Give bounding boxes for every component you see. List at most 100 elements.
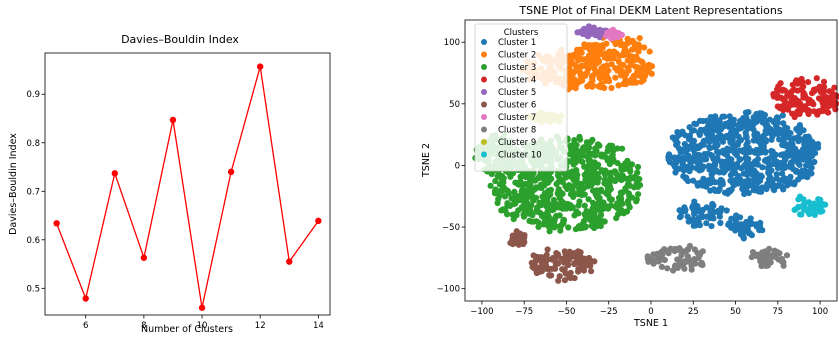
scatter-point <box>783 141 790 148</box>
cluster-6-points <box>507 228 598 284</box>
scatter-point <box>677 213 684 220</box>
scatter-point <box>592 68 599 75</box>
scatter-point <box>792 152 799 159</box>
scatter-point <box>610 158 617 165</box>
scatter-point <box>535 175 542 182</box>
scatter-point <box>619 41 626 48</box>
scatter-point <box>768 161 775 168</box>
scatter-point <box>513 210 520 217</box>
scatter-point <box>737 117 744 125</box>
scatter-point <box>603 75 611 82</box>
y-tick-label: 0.5 <box>26 284 40 294</box>
scatter-point <box>759 227 766 234</box>
scatter-point <box>761 111 768 119</box>
x-tick-label: 0 <box>648 307 653 317</box>
scatter-point <box>696 251 703 258</box>
x-axis-label: TSNE 1 <box>633 318 668 329</box>
scatter-point <box>689 205 696 212</box>
scatter-point <box>529 264 536 271</box>
scatter-point <box>691 246 698 253</box>
scatter-point <box>499 206 507 213</box>
series-line <box>55 66 319 308</box>
scatter-point <box>542 196 549 203</box>
scatter-point <box>759 164 766 171</box>
scatter-point <box>585 32 592 39</box>
data-point <box>286 258 293 265</box>
legend-marker <box>481 114 487 120</box>
scatter-point <box>681 265 688 272</box>
scatter-point <box>615 58 622 65</box>
y-axis-label: Davies–Bouldin Index <box>8 133 19 235</box>
scatter-point <box>574 50 581 57</box>
scatter-point <box>695 151 703 159</box>
scatter-point <box>612 74 619 81</box>
scatter-point <box>727 177 734 184</box>
scatter-point <box>736 156 743 164</box>
scatter-point <box>555 277 562 284</box>
scatter-point <box>648 70 655 77</box>
scatter-point <box>579 158 586 165</box>
scatter-point <box>609 54 616 61</box>
scatter-point <box>569 186 576 193</box>
scatter-point <box>555 251 562 258</box>
scatter-point <box>747 162 754 169</box>
scatter-point <box>684 213 691 220</box>
scatter-point <box>710 186 717 193</box>
scatter-point <box>738 221 745 228</box>
scatter-point <box>805 110 812 118</box>
scatter-point <box>546 215 553 222</box>
scatter-point <box>715 127 722 134</box>
scatter-point <box>581 41 588 48</box>
scatter-point <box>673 141 680 148</box>
scatter-point <box>636 35 643 42</box>
scatter-point <box>666 151 673 158</box>
x-tick-label: 8 <box>141 321 146 331</box>
x-tick-label: 50 <box>730 307 741 317</box>
scatter-point <box>762 257 769 264</box>
scatter-point <box>682 248 689 255</box>
scatter-point <box>760 143 767 150</box>
scatter-point <box>575 57 582 64</box>
scatter-point <box>565 55 573 63</box>
scatter-point <box>628 161 636 168</box>
scatter-point <box>605 205 612 212</box>
scatter-point <box>573 167 580 174</box>
legend-marker <box>481 39 487 45</box>
scatter-point <box>685 163 692 170</box>
scatter-point <box>541 257 548 264</box>
scatter-point <box>549 254 557 262</box>
y-axis-label: TSNE 2 <box>421 143 432 178</box>
scatter-point <box>732 227 739 234</box>
scatter-point <box>635 48 642 55</box>
scatter-point <box>811 211 818 218</box>
scatter-point <box>534 184 541 191</box>
scatter-point <box>763 262 770 269</box>
scatter-point <box>813 75 820 82</box>
scatter-point <box>671 154 678 161</box>
scatter-point <box>728 186 735 193</box>
scatter-point <box>738 180 745 187</box>
scatter-point <box>795 204 802 211</box>
scatter-point <box>779 87 786 94</box>
scatter-point <box>625 177 632 184</box>
scatter-point <box>777 164 784 171</box>
scatter-point <box>779 130 786 137</box>
scatter-point <box>560 199 567 206</box>
y-tick-label: 100 <box>444 38 460 48</box>
scatter-point <box>542 201 549 208</box>
scatter-point <box>821 83 828 90</box>
scatter-point <box>623 77 630 84</box>
scatter-point <box>593 217 600 224</box>
scatter-point <box>591 224 598 232</box>
scatter-point <box>784 149 791 156</box>
scatter-point <box>763 185 770 193</box>
scatter-point <box>697 143 704 150</box>
scatter-point <box>547 186 555 193</box>
scatter-point <box>626 204 633 211</box>
scatter-point <box>707 145 714 152</box>
scatter-point <box>798 211 805 218</box>
x-tick-label: −75 <box>515 307 533 317</box>
scatter-point <box>494 199 501 207</box>
scatter-point <box>740 234 747 241</box>
scatter-point <box>712 136 719 143</box>
